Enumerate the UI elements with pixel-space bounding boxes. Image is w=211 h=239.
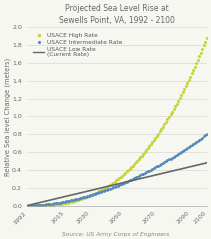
USACE Intermediate Rate bbox=[206, 133, 208, 136]
USACE High Rate bbox=[200, 51, 202, 54]
USACE Low Rate
(Current Rate) bbox=[26, 204, 28, 207]
USACE High Rate bbox=[26, 204, 28, 207]
USACE Intermediate Rate bbox=[168, 158, 170, 161]
USACE Low Rate
(Current Rate) bbox=[26, 204, 29, 207]
USACE High Rate bbox=[150, 143, 152, 146]
USACE Intermediate Rate bbox=[63, 200, 66, 203]
Y-axis label: Relative Sea level Change (meters): Relative Sea level Change (meters) bbox=[4, 57, 11, 175]
USACE Intermediate Rate bbox=[125, 180, 128, 183]
USACE Intermediate Rate bbox=[74, 198, 76, 201]
USACE High Rate bbox=[206, 36, 208, 39]
USACE High Rate bbox=[74, 199, 76, 202]
Title: Projected Sea Level Rise at
Sewells Point, VA, 1992 - 2100: Projected Sea Level Rise at Sewells Poin… bbox=[59, 4, 175, 25]
USACE Intermediate Rate bbox=[200, 137, 202, 140]
USACE Intermediate Rate bbox=[26, 204, 28, 207]
USACE Low Rate
(Current Rate) bbox=[177, 168, 180, 171]
Line: USACE High Rate: USACE High Rate bbox=[25, 36, 208, 207]
USACE Low Rate
(Current Rate) bbox=[189, 165, 191, 168]
USACE Low Rate
(Current Rate) bbox=[136, 178, 138, 181]
USACE Low Rate
(Current Rate) bbox=[133, 179, 135, 182]
Line: USACE Intermediate Rate: USACE Intermediate Rate bbox=[25, 133, 208, 207]
Legend: USACE High Rate, USACE Intermediate Rate, USACE Low Rate
(Current Rate): USACE High Rate, USACE Intermediate Rate… bbox=[31, 32, 124, 59]
USACE Low Rate
(Current Rate) bbox=[206, 161, 208, 164]
Line: USACE Low Rate
(Current Rate): USACE Low Rate (Current Rate) bbox=[27, 163, 207, 206]
USACE High Rate bbox=[168, 115, 170, 118]
USACE Low Rate
(Current Rate) bbox=[132, 179, 135, 182]
USACE High Rate bbox=[63, 202, 66, 205]
USACE Intermediate Rate bbox=[150, 168, 152, 171]
Text: Source: US Army Corps of Engineers: Source: US Army Corps of Engineers bbox=[62, 232, 170, 237]
USACE High Rate bbox=[125, 170, 128, 173]
